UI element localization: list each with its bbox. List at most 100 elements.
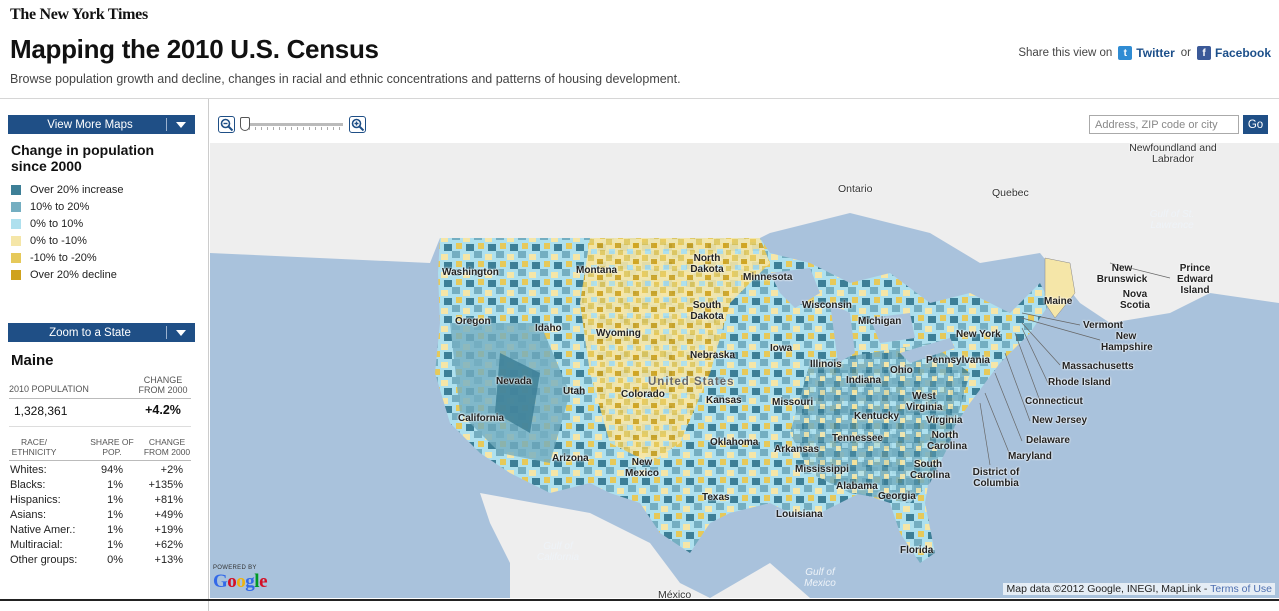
label-north-dakota: North Dakota bbox=[690, 253, 724, 275]
label-tennessee: Tennessee bbox=[832, 433, 883, 444]
label-nevada: Nevada bbox=[496, 376, 532, 387]
terms-of-use-link[interactable]: Terms of Use bbox=[1210, 583, 1272, 595]
table-row: Native Amer.: 1% +19% bbox=[10, 524, 183, 536]
label-ontario: Ontario bbox=[838, 183, 873, 195]
page-title: Mapping the 2010 U.S. Census bbox=[10, 34, 379, 64]
label-arizona: Arizona bbox=[552, 453, 589, 464]
google-powered-logo[interactable]: POWERED BY Google bbox=[213, 565, 267, 592]
label-washington: Washington bbox=[442, 267, 499, 278]
label-florida: Florida bbox=[900, 545, 934, 556]
view-more-maps-dropdown[interactable]: View More Maps bbox=[8, 115, 195, 134]
label-rhode-island: Rhode Island bbox=[1048, 377, 1111, 388]
chevron-down-icon bbox=[167, 329, 195, 336]
label-kansas: Kansas bbox=[706, 395, 742, 406]
map-canvas[interactable] bbox=[210, 143, 1279, 598]
label-new-mexico: New Mexico bbox=[625, 457, 659, 479]
legend-title: Change in population since 2000 bbox=[11, 142, 155, 174]
sidebar: View More Maps Change in population sinc… bbox=[0, 99, 209, 611]
zoom-to-state-label: Zoom to a State bbox=[49, 326, 131, 339]
label-virginia: Virginia bbox=[926, 415, 963, 426]
facebook-share-button[interactable]: f Facebook bbox=[1196, 46, 1271, 60]
table-row: Whites: 94% +2% bbox=[10, 464, 183, 476]
label-iowa: Iowa bbox=[770, 343, 793, 354]
label-ohio: Ohio bbox=[890, 365, 913, 376]
label-quebec: Quebec bbox=[992, 187, 1029, 199]
label-massachusetts: Massachusetts bbox=[1062, 361, 1134, 372]
label-new-york: New York bbox=[956, 329, 1001, 340]
label-gulf-st-lawrence: Gulf of St. Lawrence bbox=[1149, 209, 1195, 231]
facebook-label: Facebook bbox=[1214, 46, 1271, 60]
legend-item: Over 20% decline bbox=[11, 266, 124, 283]
census-map[interactable]: Ontario Quebec Newfoundland and Labrador… bbox=[210, 143, 1279, 598]
legend-swatch bbox=[11, 184, 21, 195]
label-gulf-of-mexico: Gulf of Mexico bbox=[804, 567, 836, 589]
legend-item: 0% to 10% bbox=[11, 215, 124, 232]
label-west-virginia: West Virginia bbox=[906, 391, 943, 413]
label-georgia: Georgia bbox=[878, 491, 916, 502]
legend-item: 0% to -10% bbox=[11, 232, 124, 249]
label-nova-scotia: Nova Scotia bbox=[1119, 289, 1150, 311]
legend-swatch bbox=[11, 218, 21, 229]
label-idaho: Idaho bbox=[535, 323, 562, 334]
state-leader-lines bbox=[979, 262, 1171, 466]
label-texas: Texas bbox=[702, 492, 730, 503]
label-mississippi: Mississippi bbox=[795, 464, 849, 475]
legend-swatch bbox=[11, 235, 21, 246]
map-attribution: Map data ©2012 Google, INEGI, MapLink - … bbox=[1003, 583, 1275, 595]
go-button[interactable]: Go bbox=[1243, 115, 1268, 134]
lake-michigan bbox=[830, 303, 855, 363]
southeast-region[interactable] bbox=[790, 343, 970, 503]
header-divider bbox=[0, 98, 1279, 99]
label-new-hampshire: New Hampshire bbox=[1101, 331, 1153, 353]
label-kentucky: Kentucky bbox=[854, 411, 900, 422]
twitter-icon: t bbox=[1118, 46, 1133, 60]
nyt-masthead-logo[interactable]: The New York Times bbox=[10, 6, 148, 23]
label-montana: Montana bbox=[576, 265, 618, 276]
legend-item: 10% to 20% bbox=[11, 198, 124, 215]
bottom-divider bbox=[0, 599, 1279, 601]
label-indiana: Indiana bbox=[846, 375, 882, 386]
label-gulf-of-california: Gulf of California bbox=[536, 541, 580, 563]
label-california: California bbox=[458, 413, 505, 424]
table-row: Hispanics: 1% +81% bbox=[10, 494, 183, 506]
label-colorado: Colorado bbox=[621, 389, 665, 400]
table-row: Blacks: 1% +135% bbox=[10, 479, 183, 491]
label-south-carolina: South Carolina bbox=[910, 459, 951, 481]
twitter-share-button[interactable]: t Twitter bbox=[1118, 46, 1175, 60]
lake-huron bbox=[870, 313, 915, 343]
label-new-jersey: New Jersey bbox=[1032, 415, 1088, 426]
legend: Over 20% increase 10% to 20% 0% to 10% 0… bbox=[11, 181, 124, 283]
zoom-out-button[interactable] bbox=[218, 116, 235, 133]
label-oregon: Oregon bbox=[455, 316, 491, 327]
table-row: Other groups: 0% +13% bbox=[10, 554, 183, 566]
lake-erie bbox=[900, 338, 955, 363]
zoom-slider-handle[interactable] bbox=[240, 117, 250, 131]
label-maryland: Maryland bbox=[1008, 451, 1052, 462]
label-newfoundland: Newfoundland and Labrador bbox=[1129, 143, 1217, 165]
label-pei: Prince Edward Island bbox=[1176, 263, 1214, 296]
label-michigan: Michigan bbox=[858, 316, 902, 327]
population-change: +4.2% bbox=[145, 403, 181, 417]
label-illinois: Illinois bbox=[810, 359, 842, 370]
label-south-dakota: South Dakota bbox=[690, 300, 724, 322]
label-new-brunswick: New Brunswick bbox=[1096, 263, 1148, 285]
label-delaware: Delaware bbox=[1026, 435, 1070, 446]
zoom-slider-ticks bbox=[243, 127, 343, 130]
location-search-input[interactable] bbox=[1089, 115, 1239, 134]
label-missouri: Missouri bbox=[772, 397, 814, 408]
zoom-slider-track[interactable] bbox=[240, 123, 343, 126]
zoom-in-button[interactable] bbox=[349, 116, 366, 133]
label-wyoming: Wyoming bbox=[596, 328, 641, 339]
zoom-to-state-dropdown[interactable]: Zoom to a State bbox=[8, 323, 195, 342]
share-prefix: Share this view on bbox=[1018, 47, 1113, 59]
label-minnesota: Minnesota bbox=[743, 272, 793, 283]
label-united-states: United States bbox=[648, 376, 735, 388]
canada-landmass bbox=[210, 143, 1279, 323]
facebook-icon: f bbox=[1196, 46, 1211, 60]
table-row: Multiracial: 1% +62% bbox=[10, 539, 183, 551]
great-plains-region[interactable] bbox=[580, 238, 770, 463]
maine-highlight[interactable] bbox=[1044, 257, 1076, 319]
lake-superior bbox=[770, 268, 820, 308]
legend-swatch bbox=[11, 201, 21, 212]
label-nebraska: Nebraska bbox=[690, 350, 736, 361]
